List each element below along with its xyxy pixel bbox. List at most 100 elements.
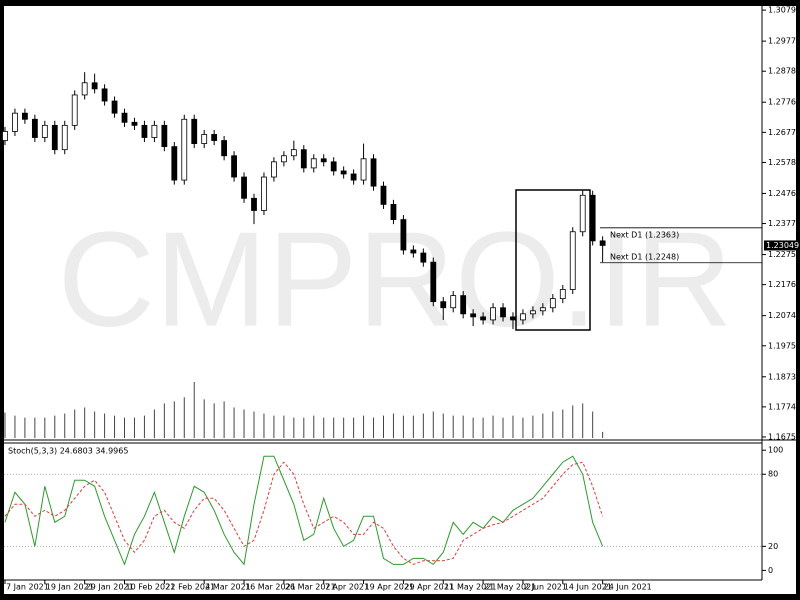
candle-body (310, 158, 317, 169)
candle-body (71, 94, 78, 126)
candle-body (12, 112, 18, 132)
candle-body (221, 140, 228, 157)
candle-body (161, 124, 168, 148)
candle-body (261, 176, 267, 211)
candle-body (101, 88, 108, 102)
candle-body (390, 203, 397, 220)
candle-body (579, 194, 586, 233)
candle-body (191, 118, 198, 144)
x-tick-label: 2 Jun 2021 (524, 583, 567, 592)
background (4, 6, 796, 594)
y-tick-label: 1.21760 (768, 280, 800, 289)
candle-body (201, 134, 208, 144)
watermark: CMPRO.IR (58, 204, 733, 355)
candle-body (22, 112, 28, 120)
candle-body (370, 158, 377, 187)
y-tick-label: 1.28780 (768, 67, 800, 76)
x-tick-label: 4 Mar 2021 (205, 583, 251, 592)
candle-body (360, 158, 367, 181)
candle-body (320, 158, 327, 163)
candle-body (480, 316, 486, 321)
indicator-title: Stoch(5,3,3) 24.6803 34.9965 (8, 447, 128, 456)
candle-body (510, 316, 516, 321)
candle-body (450, 295, 457, 309)
candle-body (251, 197, 257, 211)
y-tick-label: 1.22750 (768, 250, 800, 259)
y-tick-label: 1.26770 (768, 128, 800, 137)
candle-body (410, 249, 417, 254)
candle-body (470, 313, 477, 318)
x-tick-label: 7 Apr 2021 (325, 583, 369, 592)
candle-body (559, 289, 566, 300)
candle-body (2, 131, 8, 141)
x-tick-label: 11 May 2021 (444, 583, 496, 592)
candle-body (271, 161, 277, 178)
level-label: Next D1 (1.2248) (610, 252, 679, 261)
candle-body (330, 161, 337, 172)
x-tick-label: 24 Jun 2021 (604, 583, 652, 592)
x-tick-label: 10 Feb 2021 (126, 583, 176, 592)
candle-body (350, 173, 357, 181)
y-tick-label: 1.17740 (768, 402, 800, 411)
candle-body (181, 118, 188, 181)
stoch-line (4, 461, 604, 565)
y-tick-label: 1.16750 (768, 432, 800, 441)
candle-body (440, 301, 447, 309)
candle-body (549, 298, 556, 309)
candle-body (400, 219, 407, 251)
level-label: Next D1 (1.2363) (610, 230, 679, 239)
y-tick-label: 1.29770 (768, 37, 800, 46)
candle-body (141, 124, 148, 138)
x-tick-label: 26 Mar 2021 (285, 583, 336, 592)
candle-body (380, 185, 387, 205)
candle-body (420, 252, 427, 263)
y-tick-label: 0 (768, 566, 773, 575)
candle-body (490, 307, 496, 321)
candle-body (151, 124, 158, 138)
current-price-label: 1.23049 (766, 241, 799, 250)
x-tick-label: 29 Jan 2021 (86, 583, 134, 592)
x-tick-label: 19 Apr 2021 (365, 583, 414, 592)
y-tick-label: 1.23770 (768, 219, 800, 228)
candle-body (599, 240, 606, 246)
y-tick-label: 1.19750 (768, 341, 800, 350)
candle-body (300, 149, 307, 169)
candle-body (61, 124, 68, 151)
candle-body (589, 194, 596, 242)
candle-body (131, 121, 138, 126)
candle-body (280, 155, 287, 163)
candle-body (569, 231, 576, 290)
candle-body (91, 82, 98, 90)
candle-body (121, 112, 128, 123)
x-tick-label: 16 Mar 2021 (245, 583, 296, 592)
candle-body (41, 124, 48, 138)
y-tick-label: 100 (768, 446, 783, 455)
candle-body (530, 310, 536, 315)
candle-body (500, 307, 506, 318)
y-tick-label: 20 (768, 542, 778, 551)
candle-body (51, 124, 58, 151)
x-tick-label: 7 Jan 2021 (6, 583, 49, 592)
candle-body (520, 313, 526, 321)
candle-body (539, 307, 546, 312)
y-tick-label: 1.27760 (768, 98, 800, 107)
x-tick-label: 22 Feb 2021 (165, 583, 215, 592)
candle-body (430, 261, 437, 303)
candle-body (31, 118, 38, 138)
y-tick-label: 1.30790 (768, 6, 800, 15)
candle-body (460, 295, 467, 315)
x-tick-label: 21 May 2021 (484, 583, 536, 592)
y-tick-label: 1.25780 (768, 158, 800, 167)
y-tick-label: 1.18730 (768, 372, 800, 381)
highlight-box (515, 189, 591, 331)
candle-body (171, 146, 178, 181)
candle-body (111, 100, 118, 114)
candle-body (340, 170, 347, 175)
x-tick-label: 19 Jan 2021 (46, 583, 94, 592)
current-price-box (764, 240, 798, 251)
candle-body (290, 149, 297, 157)
y-tick-label: 80 (768, 470, 778, 479)
y-tick-label: 1.24760 (768, 189, 800, 198)
